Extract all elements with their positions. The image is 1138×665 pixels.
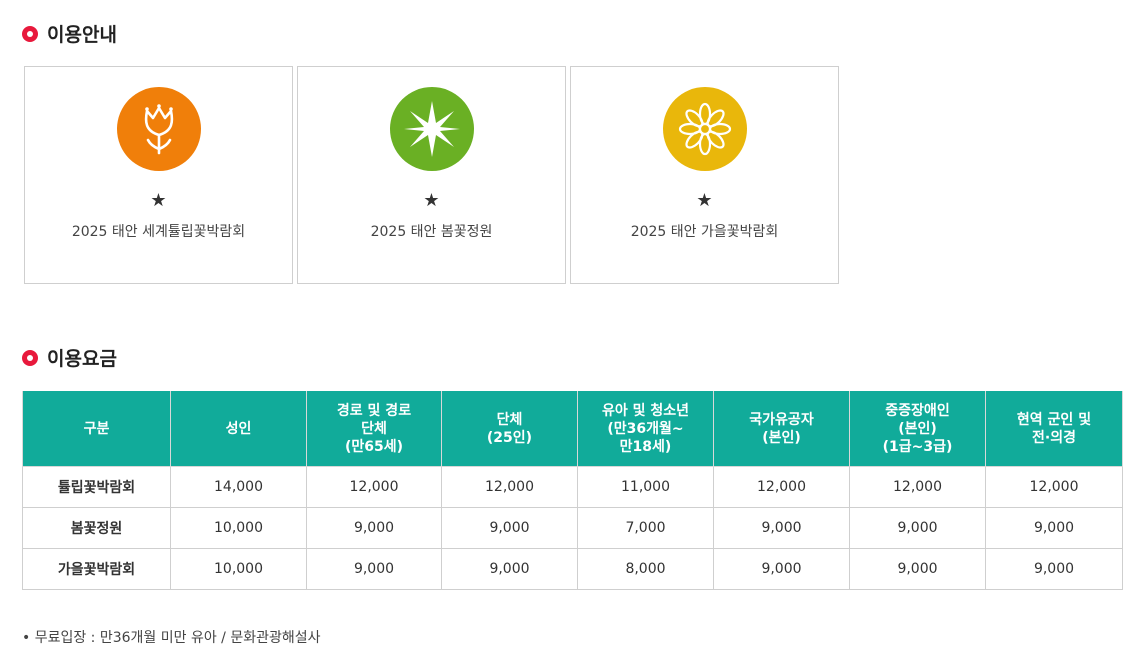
star-icon: ★ — [150, 190, 167, 211]
event-card-label: 2025 태안 가을꽃박람회 — [630, 224, 779, 240]
compass-star-icon — [389, 87, 474, 171]
header-adult: 성인 — [170, 391, 307, 467]
fee-cell: 12,000 — [306, 466, 442, 508]
fee-cell: 11,000 — [577, 466, 714, 508]
header-senior: 경로 및 경로 단체 (만65세) — [306, 391, 442, 467]
row-name: 봄꽃정원 — [22, 507, 171, 549]
event-card-autumn[interactable]: ★ 2025 태안 가을꽃박람회 — [570, 66, 839, 284]
header-disabled: 중증장애인 (본인) (1급~3급) — [849, 391, 986, 467]
fee-cell: 9,000 — [985, 548, 1123, 590]
event-cards: ★ 2025 태안 세계튤립꽃박람회 ★ 2025 태안 봄꽃정원 — [24, 66, 839, 284]
star-icon: ★ — [423, 190, 440, 211]
fee-cell: 8,000 — [577, 548, 714, 590]
fee-cell: 12,000 — [713, 466, 850, 508]
table-row: 가을꽃박람회 10,000 9,000 9,000 8,000 9,000 9,… — [22, 548, 1123, 590]
header-category: 구분 — [22, 391, 171, 467]
bullet-icon — [22, 25, 38, 42]
fee-cell: 9,000 — [985, 507, 1123, 549]
fee-cell: 7,000 — [577, 507, 714, 549]
free-admission-note: • 무료입장 : 만36개월 미만 유아 / 문화관광해설사 — [22, 630, 321, 646]
row-name: 가을꽃박람회 — [22, 548, 171, 590]
fee-cell: 9,000 — [713, 548, 850, 590]
fee-cell: 10,000 — [170, 548, 307, 590]
fee-cell: 9,000 — [713, 507, 850, 549]
header-veteran: 국가유공자 (본인) — [713, 391, 850, 467]
daisy-icon — [662, 87, 747, 171]
fees-title: 이용요금 — [22, 344, 117, 371]
tulip-icon — [116, 87, 201, 171]
event-card-spring-garden[interactable]: ★ 2025 태안 봄꽃정원 — [297, 66, 566, 284]
event-card-tulip[interactable]: ★ 2025 태안 세계튤립꽃박람회 — [24, 66, 293, 284]
header-military: 현역 군인 및 전·의경 — [985, 391, 1123, 467]
event-card-label: 2025 태안 봄꽃정원 — [370, 224, 493, 240]
fee-cell: 12,000 — [441, 466, 578, 508]
table-row: 튤립꽃박람회 14,000 12,000 12,000 11,000 12,00… — [22, 466, 1123, 508]
event-card-label: 2025 태안 세계튤립꽃박람회 — [71, 224, 246, 240]
bullet-icon — [22, 349, 38, 366]
fee-cell: 9,000 — [441, 507, 578, 549]
fee-cell: 12,000 — [985, 466, 1123, 508]
row-name: 튤립꽃박람회 — [22, 466, 171, 508]
star-icon: ★ — [696, 190, 713, 211]
usage-info-title: 이용안내 — [22, 20, 117, 47]
fee-cell: 10,000 — [170, 507, 307, 549]
header-youth: 유아 및 청소년 (만36개월~ 만18세) — [577, 391, 714, 467]
fee-cell: 9,000 — [306, 548, 442, 590]
table-header-row: 구분 성인 경로 및 경로 단체 (만65세) 단체 (25인) 유아 및 청소… — [22, 391, 1123, 467]
fee-cell: 9,000 — [441, 548, 578, 590]
fee-cell: 9,000 — [306, 507, 442, 549]
fees-title-text: 이용요금 — [47, 348, 117, 370]
table-row: 봄꽃정원 10,000 9,000 9,000 7,000 9,000 9,00… — [22, 507, 1123, 549]
fee-cell: 14,000 — [170, 466, 307, 508]
header-group: 단체 (25인) — [441, 391, 578, 467]
usage-info-title-text: 이용안내 — [47, 24, 117, 46]
fee-cell: 9,000 — [849, 548, 986, 590]
fee-cell: 9,000 — [849, 507, 986, 549]
fee-table: 구분 성인 경로 및 경로 단체 (만65세) 단체 (25인) 유아 및 청소… — [22, 391, 1123, 590]
fee-cell: 12,000 — [849, 466, 986, 508]
